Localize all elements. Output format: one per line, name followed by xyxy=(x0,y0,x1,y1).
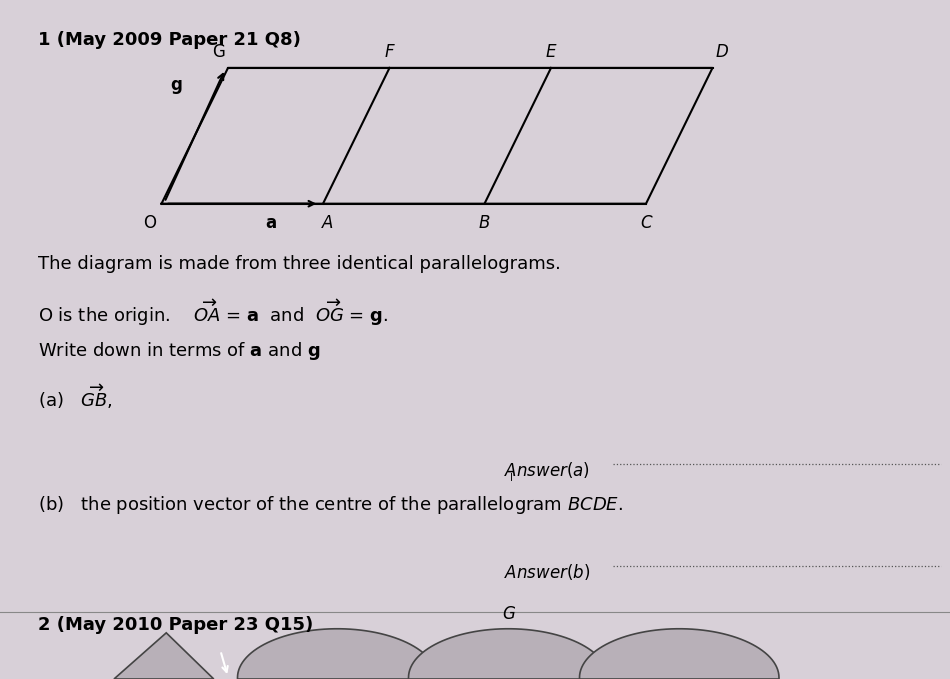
Text: G: G xyxy=(212,43,225,61)
Text: $\mathit{Answer(b)}$: $\mathit{Answer(b)}$ xyxy=(504,562,590,582)
Text: O is the origin.    $\overrightarrow{OA}$ = $\mathbf{a}$  and  $\overrightarrow{: O is the origin. $\overrightarrow{OA}$ =… xyxy=(38,297,389,329)
Text: (b)   the position vector of the centre of the parallelogram $BCDE$.: (b) the position vector of the centre of… xyxy=(38,494,623,516)
Polygon shape xyxy=(408,629,608,679)
Text: O: O xyxy=(143,214,157,232)
Text: F: F xyxy=(385,43,394,61)
Polygon shape xyxy=(238,629,437,679)
Text: B: B xyxy=(479,214,490,232)
Text: a: a xyxy=(265,214,276,232)
Text: The diagram is made from three identical parallelograms.: The diagram is made from three identical… xyxy=(38,255,560,273)
Text: $\mathit{Answer(a)}$: $\mathit{Answer(a)}$ xyxy=(504,460,589,480)
Text: g: g xyxy=(170,76,181,94)
Polygon shape xyxy=(580,629,779,679)
Text: D: D xyxy=(715,43,729,61)
Text: G: G xyxy=(502,605,515,623)
Polygon shape xyxy=(114,633,214,679)
Text: A: A xyxy=(322,214,333,232)
Text: 1 (May 2009 Paper 21 Q8): 1 (May 2009 Paper 21 Q8) xyxy=(38,31,301,49)
Text: (a)   $\overrightarrow{GB}$,: (a) $\overrightarrow{GB}$, xyxy=(38,382,112,411)
Text: E: E xyxy=(545,43,557,61)
Text: Write down in terms of $\mathbf{a}$ and $\mathbf{g}$: Write down in terms of $\mathbf{a}$ and … xyxy=(38,340,320,361)
Text: I: I xyxy=(510,473,513,483)
Text: C: C xyxy=(640,214,652,232)
Text: 2 (May 2010 Paper 23 Q15): 2 (May 2010 Paper 23 Q15) xyxy=(38,616,314,634)
